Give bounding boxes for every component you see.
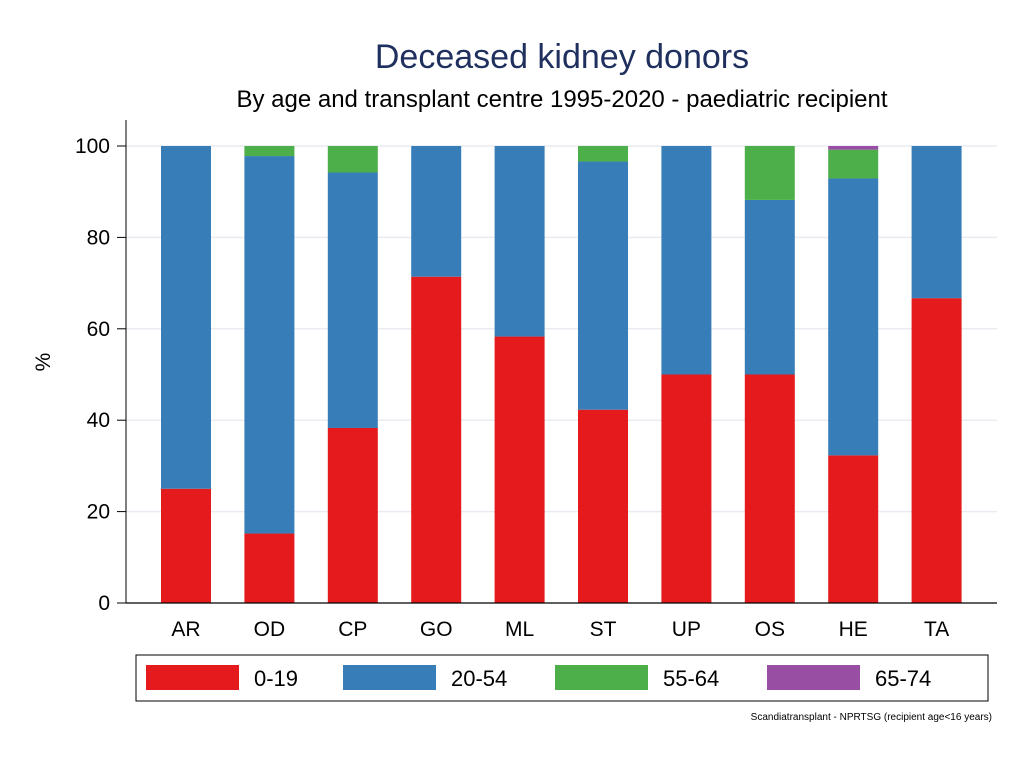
chart-title: Deceased kidney donors	[374, 38, 750, 76]
y-tick-label: 100	[75, 135, 110, 158]
x-tick-label: OS	[755, 618, 785, 641]
bar-HE-0-19	[828, 455, 879, 603]
bars	[161, 146, 962, 603]
y-tick-label: 80	[87, 226, 110, 249]
bar-ML-20-54	[494, 146, 545, 337]
axes: 0 20 40 60 80 100 AR OD CP GO ML ST UP OS HE TA	[75, 120, 997, 641]
bar-OD-55-64	[244, 146, 295, 157]
bar-ST-55-64	[578, 146, 628, 162]
legend: 0-19 20-54 55-64 65-74	[135, 654, 989, 702]
legend-swatch-65-74	[767, 665, 860, 690]
x-tick-label: AR	[171, 618, 200, 641]
x-tick-label: ML	[505, 618, 534, 641]
bar-TA-20-54	[911, 146, 962, 299]
bar-CP-55-64	[327, 146, 378, 173]
bar-CP-20-54	[327, 172, 378, 428]
legend-label-0-19: 0-19	[254, 666, 298, 691]
bar-GO-20-54	[411, 146, 462, 277]
chart-subtitle: By age and transplant centre 1995-2020 -…	[236, 86, 888, 113]
y-tick-label: 20	[87, 501, 110, 524]
x-tick-label: ST	[590, 618, 617, 641]
legend-label-65-74: 65-74	[875, 666, 931, 691]
legend-swatch-0-19	[146, 665, 239, 690]
bar-HE-55-64	[828, 149, 879, 179]
legend-label-55-64: 55-64	[663, 666, 719, 691]
bar-UP-0-19	[661, 374, 712, 603]
x-tick-label: TA	[924, 618, 949, 641]
bar-AR-20-54	[161, 146, 211, 489]
bar-GO-0-19	[411, 276, 462, 603]
bar-UP-20-54	[661, 146, 712, 375]
bar-OS-55-64	[744, 146, 795, 200]
x-tick-label: HE	[839, 618, 868, 641]
bar-OS-20-54	[744, 199, 795, 375]
y-tick-label: 60	[87, 318, 110, 341]
bar-ST-20-54	[578, 161, 628, 410]
x-tick-label: OD	[254, 618, 286, 641]
bar-AR-0-19	[161, 488, 211, 603]
source-footnote: Scandiatransplant - NPRTSG (recipient ag…	[750, 712, 992, 723]
bar-OS-0-19	[744, 374, 795, 603]
bar-TA-0-19	[911, 298, 962, 603]
bar-ML-0-19	[494, 336, 545, 603]
x-tick-label: GO	[420, 618, 453, 641]
bar-CP-0-19	[327, 427, 378, 603]
legend-swatch-55-64	[555, 665, 648, 690]
y-tick-label: 0	[98, 592, 110, 615]
bar-HE-65-74	[828, 146, 879, 150]
legend-label-20-54: 20-54	[451, 666, 507, 691]
bar-ST-0-19	[578, 409, 628, 603]
bar-HE-20-54	[828, 178, 879, 456]
y-axis-label: %	[32, 353, 55, 372]
x-tick-label: CP	[338, 618, 367, 641]
y-tick-label: 40	[87, 409, 110, 432]
x-tick-label: UP	[672, 618, 701, 641]
bar-OD-20-54	[244, 156, 295, 534]
bar-OD-0-19	[244, 533, 295, 603]
legend-swatch-20-54	[343, 665, 436, 690]
